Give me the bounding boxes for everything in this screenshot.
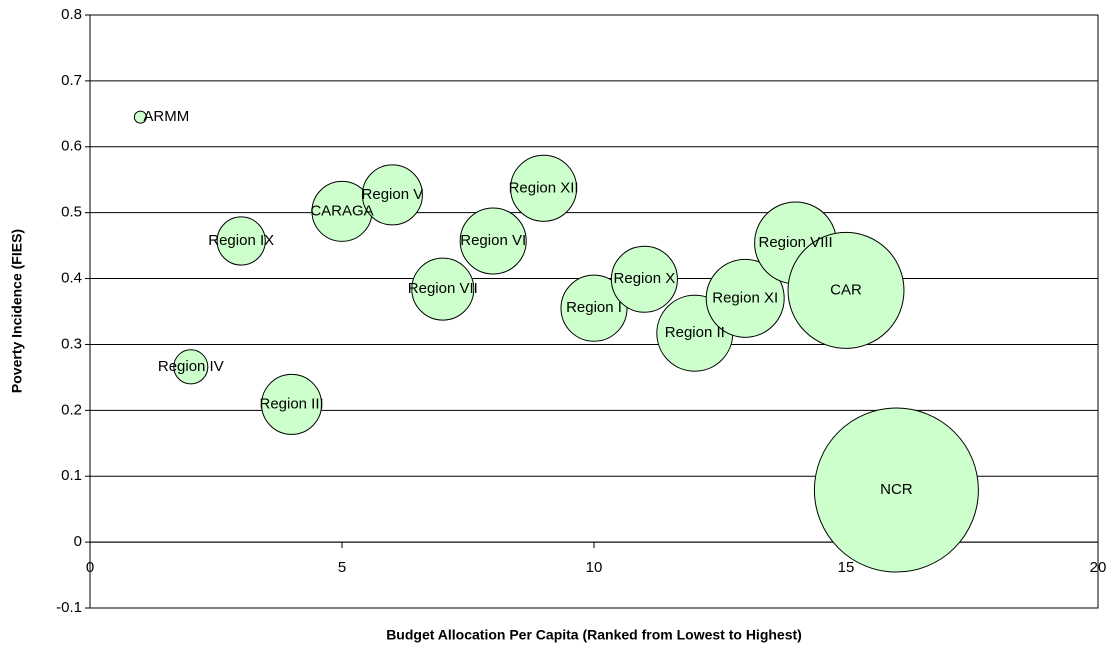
x-tick-label: 5 [338, 559, 346, 576]
data-label: Region XII [509, 179, 579, 196]
bubble [459, 207, 527, 275]
data-label: ARMM [143, 108, 189, 125]
data-label: Region V [362, 186, 424, 203]
y-tick-label: 0.5 [61, 204, 82, 221]
bubble [560, 274, 628, 342]
data-label: CARAGA [310, 202, 373, 219]
data-label: Region VIII [758, 234, 832, 251]
data-label: Region X [614, 270, 676, 287]
data-label: CAR [830, 281, 862, 298]
data-label: Region IX [208, 232, 274, 249]
y-tick-label: 0.3 [61, 335, 82, 352]
bubble [173, 349, 209, 385]
bubble [133, 110, 147, 124]
bubble [510, 154, 578, 222]
bubble [361, 164, 423, 226]
y-tick-label: 0.6 [61, 138, 82, 155]
y-tick-label: 0 [74, 533, 82, 550]
data-label: Region VI [460, 232, 526, 249]
y-tick-label: 0.8 [61, 6, 82, 23]
data-label: Region VII [408, 280, 478, 297]
y-tick-label: 0.7 [61, 72, 82, 89]
bubble [261, 373, 323, 435]
data-label: Region XI [712, 289, 778, 306]
bubble [787, 231, 905, 349]
data-label: NCR [880, 481, 913, 498]
bubble [813, 407, 979, 573]
bubble [610, 245, 678, 313]
x-tick-label: 20 [1090, 559, 1107, 576]
x-axis-title: Budget Allocation Per Capita (Ranked fro… [386, 627, 802, 643]
bubble [216, 216, 266, 266]
y-tick-label: -0.1 [56, 599, 82, 616]
y-axis-title: Poverty Incidence (FIES) [9, 229, 25, 393]
data-label: Region II [665, 324, 725, 341]
x-tick-label: 15 [838, 559, 855, 576]
x-tick-label: 10 [586, 559, 603, 576]
bubble [411, 257, 475, 321]
data-label: Region I [566, 299, 622, 316]
y-tick-label: 0.1 [61, 467, 82, 484]
bubble [705, 258, 785, 338]
y-tick-label: 0.4 [61, 270, 82, 287]
data-label: Region III [259, 395, 323, 412]
data-label: Region IV [158, 358, 224, 375]
y-tick-label: 0.2 [61, 401, 82, 418]
